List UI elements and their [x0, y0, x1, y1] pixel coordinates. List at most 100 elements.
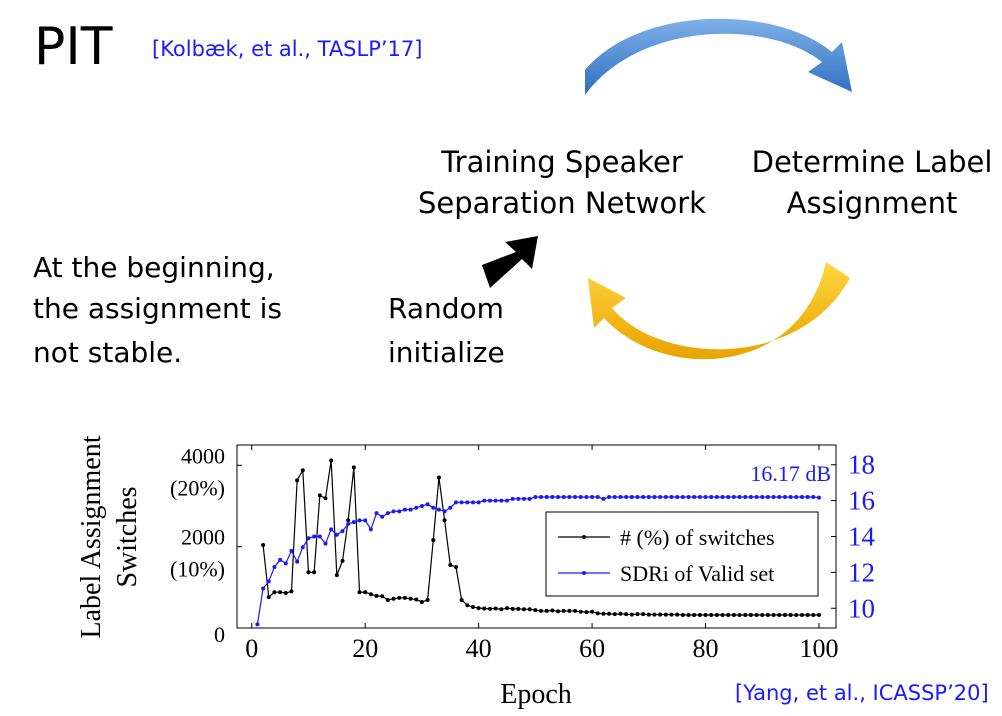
data-point — [669, 495, 674, 500]
data-point — [777, 495, 782, 500]
data-point — [522, 496, 527, 501]
data-point — [743, 612, 748, 617]
data-point — [300, 468, 305, 473]
data-point — [300, 545, 305, 550]
data-point — [283, 591, 288, 596]
data-point — [527, 607, 532, 612]
data-point — [368, 592, 373, 597]
data-point — [317, 534, 322, 539]
data-point — [720, 612, 725, 617]
data-point — [612, 612, 617, 617]
data-point — [374, 511, 379, 516]
data-point — [465, 603, 470, 608]
data-point — [272, 590, 277, 595]
data-point — [601, 611, 606, 616]
y2-tick-label: 18 — [848, 450, 875, 480]
data-point — [692, 612, 697, 617]
data-point — [561, 608, 566, 613]
data-point — [505, 606, 510, 611]
data-point — [816, 612, 821, 617]
data-point — [550, 608, 555, 613]
slide-title: PIT — [34, 17, 113, 77]
cycle-arrow — [585, 18, 852, 95]
data-point — [385, 597, 390, 602]
data-point — [357, 590, 362, 595]
data-point — [567, 608, 572, 613]
data-point — [573, 495, 578, 500]
data-point — [397, 509, 402, 514]
data-point — [635, 495, 640, 500]
data-point — [624, 495, 629, 500]
data-point — [550, 495, 555, 500]
data-point — [487, 606, 492, 611]
data-point — [448, 562, 453, 567]
data-point — [754, 495, 759, 500]
data-point — [652, 495, 657, 500]
data-point — [782, 495, 787, 500]
y-axis-label: Switches — [112, 486, 143, 587]
data-point — [782, 612, 787, 617]
data-point — [595, 495, 600, 500]
data-point — [675, 495, 680, 500]
data-point — [499, 607, 504, 612]
data-point — [686, 495, 691, 500]
data-point — [709, 612, 714, 617]
x-axis-label: Epoch — [500, 679, 572, 710]
y2-tick-label: 12 — [848, 557, 875, 587]
data-point — [510, 496, 515, 501]
data-point — [635, 612, 640, 617]
start-label: initialize — [388, 336, 505, 369]
data-point — [459, 597, 464, 602]
chart: Label Assignment Switches Epoch 16.17 dB… — [76, 435, 876, 710]
data-point — [641, 612, 646, 617]
data-point — [816, 495, 821, 500]
data-point — [641, 495, 646, 500]
data-point — [391, 509, 396, 514]
data-point — [527, 496, 532, 501]
data-point — [629, 495, 634, 500]
data-point — [544, 608, 549, 613]
x-tick-label: 20 — [352, 634, 378, 663]
data-point — [510, 606, 515, 611]
data-point — [397, 595, 402, 600]
data-point — [363, 590, 368, 595]
data-point — [323, 541, 328, 546]
data-point — [482, 498, 487, 503]
data-point — [533, 495, 538, 500]
data-point — [618, 611, 623, 616]
data-point — [578, 609, 583, 614]
data-point — [516, 496, 521, 501]
data-point — [448, 505, 453, 510]
data-point — [470, 605, 475, 610]
data-point — [505, 498, 510, 503]
data-point — [590, 609, 595, 614]
data-point — [357, 518, 362, 523]
data-point — [351, 465, 356, 470]
data-point — [385, 511, 390, 516]
data-point — [425, 502, 430, 507]
data-point — [771, 495, 776, 500]
data-point — [624, 612, 629, 617]
data-point — [476, 606, 481, 611]
data-point — [442, 518, 447, 523]
data-point — [658, 495, 663, 500]
data-point — [306, 536, 311, 541]
start-arrow — [482, 236, 538, 288]
y-tick-label: 0 — [214, 622, 225, 647]
data-point — [675, 612, 680, 617]
data-point — [658, 612, 663, 617]
y2-tick-label: 14 — [848, 522, 876, 552]
data-point — [476, 500, 481, 505]
data-point — [368, 527, 373, 532]
data-point — [391, 596, 396, 601]
data-point — [453, 565, 458, 569]
data-point — [584, 495, 589, 500]
y2-tick-label: 16 — [848, 486, 875, 516]
data-point — [737, 612, 742, 617]
data-point — [737, 495, 742, 500]
data-point — [431, 505, 436, 510]
node-label: Training Speaker — [440, 145, 683, 179]
data-point — [329, 527, 334, 532]
data-point — [692, 495, 697, 500]
